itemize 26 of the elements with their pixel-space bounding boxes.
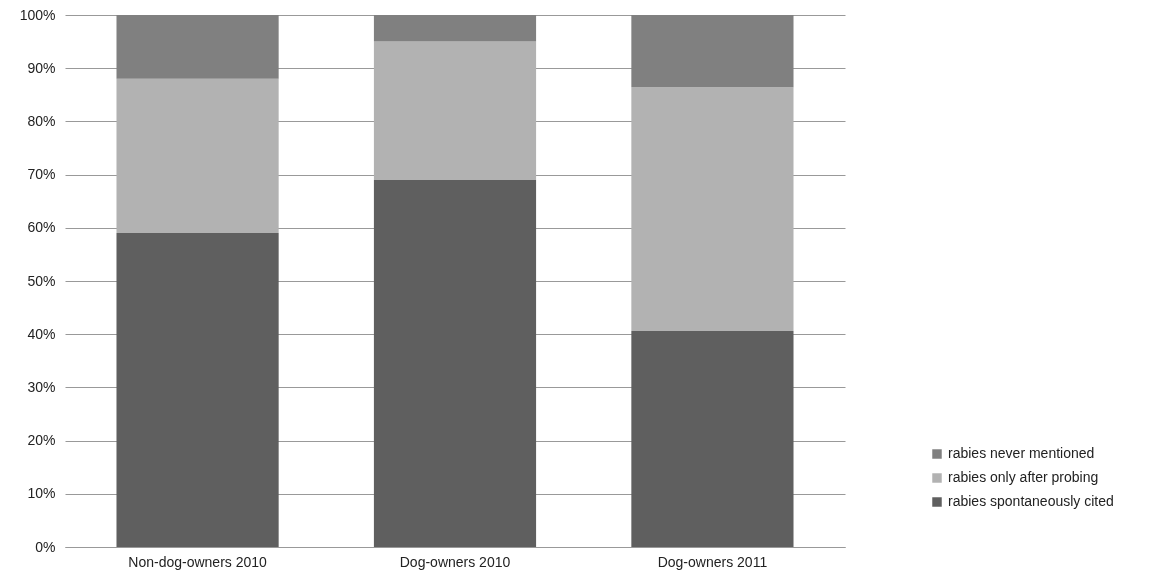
bar xyxy=(631,15,794,88)
bar xyxy=(116,15,279,79)
x-tick-label: Dog-owners 2011 xyxy=(657,553,768,570)
x-tick-label: Non-dog-owners 2010 xyxy=(128,553,268,570)
bar xyxy=(116,233,279,547)
y-tick-label: 100% xyxy=(19,6,56,23)
legend-label: rabies only after probing xyxy=(948,469,1099,485)
y-tick-label: 30% xyxy=(27,378,56,395)
bar xyxy=(116,78,279,234)
y-tick-label: 40% xyxy=(27,325,56,342)
y-tick-label: 80% xyxy=(27,112,56,129)
bar xyxy=(373,41,537,180)
y-tick-label: 10% xyxy=(27,485,56,502)
y-tick-label: 60% xyxy=(27,219,56,236)
bar xyxy=(631,87,794,332)
bar xyxy=(373,15,537,42)
legend-label: rabies spontaneously cited xyxy=(948,493,1114,509)
y-tick-label: 20% xyxy=(27,432,56,449)
y-tick-label: 50% xyxy=(27,272,56,289)
y-tick-label: 0% xyxy=(35,538,56,555)
bar xyxy=(373,179,537,547)
y-tick-label: 70% xyxy=(27,166,56,183)
y-tick-label: 90% xyxy=(27,59,56,76)
x-tick-label: Dog-owners 2010 xyxy=(399,553,511,570)
bar xyxy=(631,331,794,547)
legend-label: rabies never mentioned xyxy=(948,445,1095,461)
